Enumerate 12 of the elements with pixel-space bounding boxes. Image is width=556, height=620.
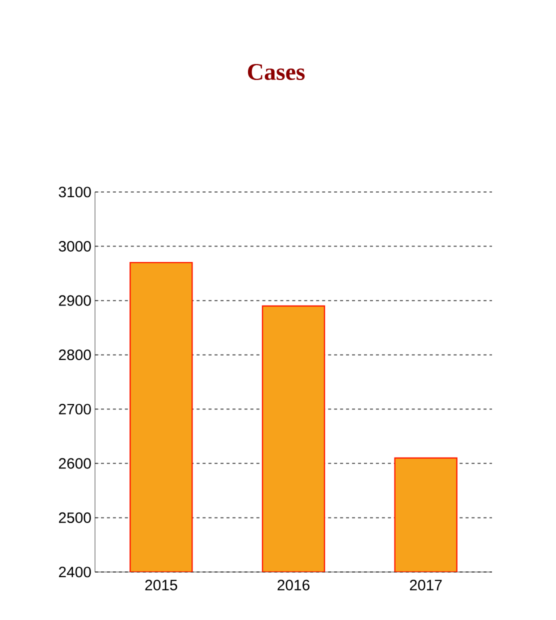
x-tick-label: 2016 xyxy=(278,580,310,590)
y-tick-label: 2600 xyxy=(58,458,91,469)
y-tick-label: 2500 xyxy=(58,512,91,523)
x-tick-label: 2015 xyxy=(145,580,178,590)
y-tick-label: 2400 xyxy=(58,566,91,578)
y-tick-label: 2800 xyxy=(58,350,91,360)
y-tick-label: 2900 xyxy=(58,295,91,306)
y-tick-label: 3100 xyxy=(58,186,91,198)
y-tick-label: 3000 xyxy=(58,240,91,252)
y-tick-label: 2700 xyxy=(58,404,91,414)
x-tick-label: 2017 xyxy=(410,580,442,590)
chart-title: Cases xyxy=(248,64,305,80)
